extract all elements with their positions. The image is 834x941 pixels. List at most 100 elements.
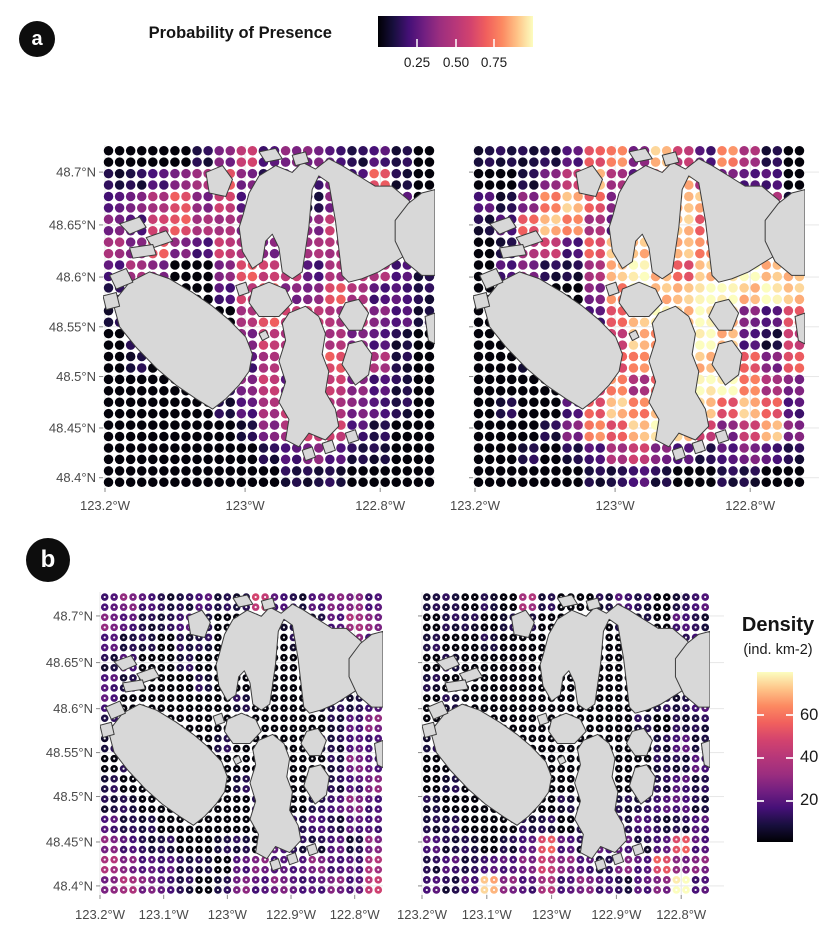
- island-crane-island: [606, 282, 619, 296]
- island-lummi-island: [765, 190, 805, 276]
- y-tick-label: 48.45°N: [49, 420, 96, 435]
- island-channel-islet: [233, 756, 241, 765]
- panel-a-letter: a: [31, 27, 43, 50]
- y-tick-label: 48.45°N: [46, 834, 93, 849]
- island-sucia-island: [557, 595, 577, 607]
- island-orcas-island: [239, 159, 425, 282]
- island-stuart-island: [436, 656, 459, 671]
- island-channel-islet: [629, 330, 639, 340]
- y-tick-label: 48.6°N: [56, 270, 96, 285]
- x-tick-label: 123.2°W: [450, 498, 501, 513]
- island-san-juan-island: [483, 272, 622, 409]
- island-south-islet-2: [322, 440, 335, 454]
- island-blakely-island: [626, 728, 652, 755]
- y-tick-label: 48.5°N: [56, 369, 96, 384]
- island-san-juan-island: [113, 272, 252, 409]
- island-decatur-island: [304, 765, 329, 804]
- panel-b-badge: b: [26, 538, 70, 582]
- island-waldron-island: [511, 610, 534, 637]
- x-tick-label: 123.2°W: [75, 907, 126, 922]
- island-spieden-island: [445, 680, 468, 692]
- island-henry-island: [428, 701, 448, 719]
- land-layer: [473, 148, 805, 460]
- presence-colorbar: [378, 16, 533, 47]
- map-panel-b-right: 123.2°W 123.1°W 123°W 122.9°W 122.8°W: [397, 592, 724, 922]
- island-stuart-island: [120, 217, 147, 234]
- presence-colorbar-tick-label: 0.25: [403, 55, 431, 70]
- island-crane-island: [236, 282, 249, 296]
- axis-ticks: [469, 171, 819, 492]
- island-henry-island: [106, 701, 126, 719]
- x-tick-label: 123.2°W: [397, 907, 448, 922]
- island-south-islet-2: [287, 853, 298, 865]
- colorbar-tick-mark: [757, 757, 764, 759]
- y-tick-label: 48.6°N: [53, 701, 93, 716]
- y-tick-label: 48.7°N: [53, 608, 93, 623]
- island-orcas-island: [609, 159, 795, 282]
- y-tick-label: 48.55°N: [46, 745, 93, 760]
- island-south-islet-2: [612, 853, 624, 865]
- x-tick-label: 123°W: [226, 498, 266, 513]
- island-blakely-island: [339, 299, 369, 330]
- island-south-islet-1: [672, 447, 685, 461]
- island-sucia-island: [259, 148, 282, 162]
- colorbar-tick-mark: [415, 39, 418, 47]
- island-orcas-island: [540, 604, 701, 713]
- island-lopez-island: [279, 306, 339, 447]
- island-lopez-island: [649, 306, 709, 447]
- panel-a-badge: a: [19, 21, 55, 57]
- island-shaw-island: [549, 713, 586, 743]
- island-stuart-island: [114, 656, 137, 671]
- x-tick-label: 122.8°W: [355, 498, 406, 513]
- island-henry-island: [110, 268, 133, 289]
- island-shaw-island: [619, 282, 662, 316]
- island-henry-island: [480, 268, 503, 289]
- y-tick-label: 48.65°N: [49, 217, 96, 232]
- island-spieden-island: [123, 680, 146, 692]
- x-tick-label: 123°W: [208, 907, 248, 922]
- island-right-edge-islet: [425, 313, 435, 344]
- x-tick-label: 123°W: [596, 498, 636, 513]
- y-tick-label: 48.65°N: [46, 655, 93, 670]
- map-panel-a-right: 123.2°W 123°W 122.8°W: [450, 145, 819, 513]
- density-legend-subtitle: (ind. km-2): [743, 642, 813, 658]
- island-lopez-island: [250, 734, 301, 858]
- y-tick-label: 48.4°N: [56, 470, 96, 485]
- x-tick-label: 122.9°W: [591, 907, 642, 922]
- presence-legend-title: Probability of Presence: [148, 24, 332, 42]
- colorbar-tick-mark: [757, 800, 764, 802]
- y-tick-label: 48.55°N: [49, 319, 96, 334]
- y-tick-label: 48.4°N: [53, 878, 93, 893]
- island-south-islet-3: [307, 843, 318, 855]
- density-colorbar-tick-label: 60: [800, 706, 819, 724]
- island-waldron-island: [188, 610, 211, 637]
- land-layer: [103, 148, 435, 460]
- island-lopez-island: [575, 734, 627, 858]
- panel-b-letter: b: [40, 546, 56, 573]
- island-waldron-island: [206, 166, 233, 197]
- island-waldron-island: [576, 166, 603, 197]
- presence-colorbar-tick-label: 0.50: [442, 55, 470, 70]
- x-tick-label: 122.9°W: [266, 907, 317, 922]
- density-colorbar-tick-label: 40: [800, 748, 819, 766]
- x-tick-label: 122.8°W: [656, 907, 707, 922]
- island-south-islet-3: [632, 843, 644, 855]
- island-west-islet: [103, 292, 120, 309]
- land-layer: [422, 595, 710, 871]
- density-legend-title: Density: [741, 614, 815, 636]
- island-decatur-island: [629, 765, 655, 804]
- axis-ticks: [99, 171, 381, 492]
- colorbar-tick-mark: [454, 39, 457, 47]
- island-matia-island: [261, 598, 275, 610]
- island-south-islet-3: [715, 430, 728, 444]
- island-south-islet-2: [692, 440, 705, 454]
- island-west-islet: [100, 722, 114, 737]
- island-san-juan-island: [431, 704, 552, 825]
- colorbar-tick-mark: [786, 757, 793, 759]
- island-blakely-island: [301, 728, 326, 755]
- map-panel-b-left: 123.2°W 123.1°W 123°W 122.9°W 122.8°W 48.7°N 4…: [46, 592, 383, 922]
- land-layer: [100, 595, 383, 871]
- density-colorbar: [757, 672, 793, 842]
